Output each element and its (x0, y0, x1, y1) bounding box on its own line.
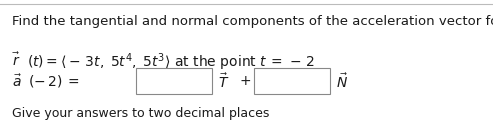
Text: $\vec{N}$: $\vec{N}$ (336, 72, 348, 91)
FancyBboxPatch shape (254, 68, 330, 94)
Text: $\vec{T}$: $\vec{T}$ (218, 72, 229, 91)
FancyBboxPatch shape (136, 68, 212, 94)
Text: Give your answers to two decimal places: Give your answers to two decimal places (12, 107, 270, 120)
Text: $\vec{r}$: $\vec{r}$ (12, 51, 21, 69)
Text: $(-\,2)\;=$: $(-\,2)\;=$ (28, 73, 80, 89)
Text: $+$: $+$ (239, 74, 251, 88)
Text: $(t) = \left\langle -\,3t,\;5t^4,\;5t^3\right\rangle$ at the point $t\,=\,-\,2$: $(t) = \left\langle -\,3t,\;5t^4,\;5t^3\… (27, 51, 316, 73)
Text: Find the tangential and normal components of the acceleration vector for the cur: Find the tangential and normal component… (12, 15, 493, 28)
Text: $\vec{a}$: $\vec{a}$ (12, 73, 23, 90)
